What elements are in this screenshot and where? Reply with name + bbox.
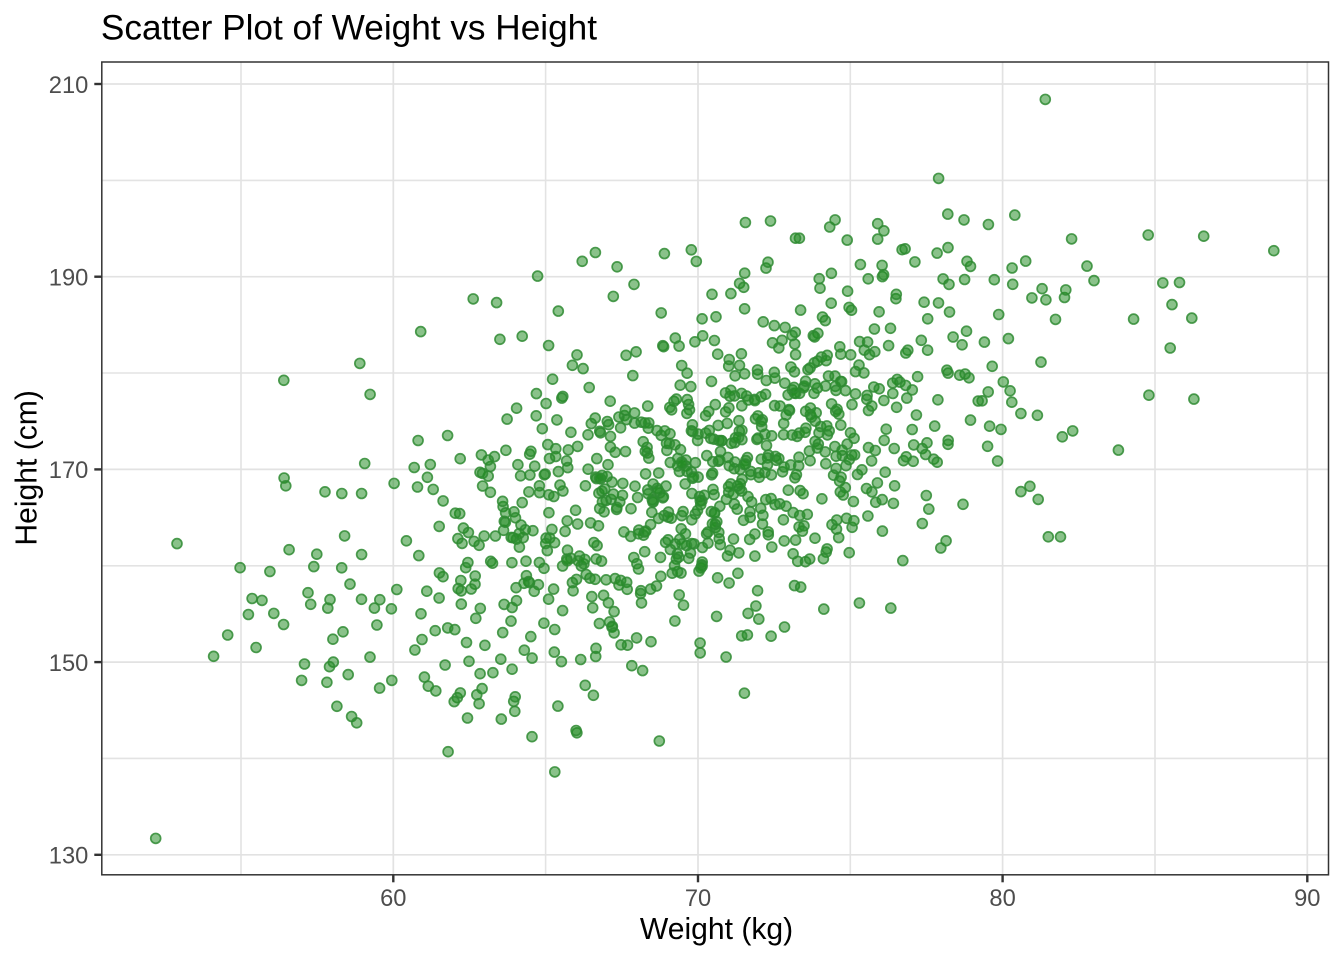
svg-text:210: 210 — [49, 73, 89, 99]
svg-text:130: 130 — [49, 844, 89, 870]
svg-text:Scatter Plot of Weight vs Heig: Scatter Plot of Weight vs Height — [101, 9, 597, 48]
svg-text:60: 60 — [380, 886, 406, 912]
svg-text:190: 190 — [49, 266, 89, 292]
svg-text:Weight (kg): Weight (kg) — [640, 913, 793, 946]
svg-text:90: 90 — [1294, 886, 1320, 912]
svg-text:70: 70 — [685, 886, 711, 912]
svg-text:80: 80 — [989, 886, 1015, 912]
svg-text:170: 170 — [49, 458, 89, 484]
svg-text:150: 150 — [49, 651, 89, 677]
svg-text:Height (cm): Height (cm) — [10, 390, 43, 546]
